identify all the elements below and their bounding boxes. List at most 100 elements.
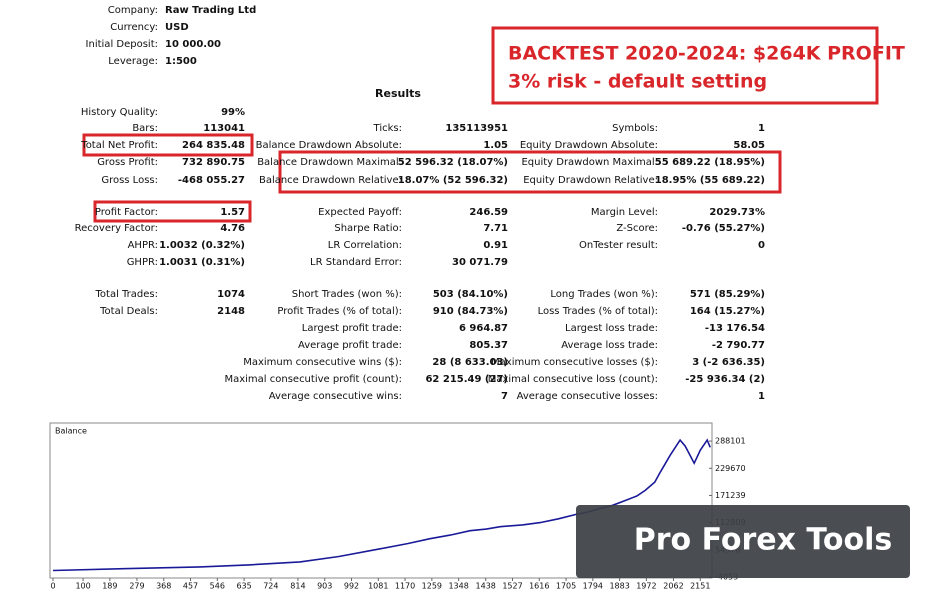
field-value: 7.71 bbox=[483, 223, 508, 234]
x-tick-label: 1348 bbox=[448, 582, 468, 591]
field-value: 2148 bbox=[217, 306, 245, 317]
field-value: 4.76 bbox=[220, 223, 245, 234]
field-value: 0.91 bbox=[483, 240, 508, 251]
field-label: LR Correlation: bbox=[328, 240, 402, 251]
field-label: Maximum consecutive losses ($): bbox=[491, 357, 658, 368]
field-label: Currency: bbox=[110, 22, 158, 33]
field-label: Bars: bbox=[132, 123, 158, 134]
field-label: Total Net Profit: bbox=[80, 140, 158, 151]
banner-line: BACKTEST 2020-2024: $264K PROFIT bbox=[508, 43, 905, 65]
field-label: Average profit trade: bbox=[298, 340, 402, 351]
x-tick-label: 1705 bbox=[556, 582, 576, 591]
field-value: 732 890.75 bbox=[182, 157, 245, 168]
balance-line bbox=[52, 438, 711, 572]
field-value: -2 790.77 bbox=[712, 340, 765, 351]
x-tick-label: 1259 bbox=[422, 582, 442, 591]
field-label: Total Trades: bbox=[95, 289, 159, 300]
field-value: 18.95% (55 689.22) bbox=[655, 175, 765, 186]
field-value: 62 215.49 (27) bbox=[425, 374, 508, 385]
y-tick-label: 171239 bbox=[715, 491, 746, 500]
field-value: 1.57 bbox=[220, 207, 245, 218]
field-label: Expected Payoff: bbox=[318, 207, 402, 218]
field-value: 1 bbox=[758, 123, 765, 134]
field-value: 52 596.32 (18.07%) bbox=[398, 157, 508, 168]
x-tick-label: 992 bbox=[344, 582, 359, 591]
field-label: Largest loss trade: bbox=[565, 323, 658, 334]
x-tick-label: 1794 bbox=[583, 582, 603, 591]
field-value: 7 bbox=[501, 391, 508, 402]
watermark: Pro Forex Tools bbox=[634, 523, 893, 558]
field-value: 135113951 bbox=[445, 123, 508, 134]
field-label: Balance Drawdown Relative: bbox=[259, 175, 402, 186]
field-label: Equity Drawdown Absolute: bbox=[520, 140, 658, 151]
x-tick-label: 279 bbox=[129, 582, 144, 591]
field-value: 246.59 bbox=[469, 207, 508, 218]
field-label: Equity Drawdown Relative: bbox=[523, 175, 658, 186]
field-value: 264 835.48 bbox=[182, 140, 245, 151]
results-title: Results bbox=[375, 87, 421, 100]
chart-title: Balance bbox=[55, 427, 87, 436]
field-value: 1.0032 (0.32%) bbox=[159, 240, 245, 251]
field-label: Largest profit trade: bbox=[302, 323, 402, 334]
field-label: Maximal consecutive loss (count): bbox=[488, 374, 658, 385]
field-value: 58.05 bbox=[733, 140, 765, 151]
field-value: USD bbox=[165, 22, 189, 33]
field-label: Short Trades (won %): bbox=[292, 289, 402, 300]
field-value: Raw Trading Ltd bbox=[165, 5, 256, 16]
x-tick-label: 1616 bbox=[529, 582, 549, 591]
x-tick-label: 189 bbox=[102, 582, 117, 591]
field-label: Margin Level: bbox=[591, 207, 658, 218]
x-tick-label: 100 bbox=[75, 582, 90, 591]
field-value: 55 689.22 (18.95%) bbox=[655, 157, 765, 168]
x-tick-label: 814 bbox=[290, 582, 305, 591]
field-value: 1 bbox=[758, 391, 765, 402]
watermark-box bbox=[576, 505, 910, 578]
field-label: Profit Trades (% of total): bbox=[277, 306, 402, 317]
field-label: Maximal consecutive profit (count): bbox=[224, 374, 402, 385]
field-value: 28 (8 633.03) bbox=[432, 357, 508, 368]
x-tick-label: 457 bbox=[183, 582, 198, 591]
x-tick-label: 2062 bbox=[663, 582, 683, 591]
field-value: -13 176.54 bbox=[705, 323, 765, 334]
field-label: Gross Loss: bbox=[101, 175, 158, 186]
field-label: Z-Score: bbox=[616, 223, 658, 234]
field-value: 2029.73% bbox=[709, 207, 765, 218]
x-tick-label: 546 bbox=[210, 582, 225, 591]
field-value: 113041 bbox=[203, 123, 245, 134]
field-label: Gross Profit: bbox=[97, 157, 158, 168]
field-label: Average consecutive losses: bbox=[517, 391, 658, 402]
field-value: 910 (84.73%) bbox=[433, 306, 508, 317]
field-value: 1.0031 (0.31%) bbox=[159, 257, 245, 268]
field-value: 1074 bbox=[217, 289, 245, 300]
field-label: Equity Drawdown Maximal: bbox=[521, 157, 658, 168]
field-label: Profit Factor: bbox=[95, 207, 158, 218]
field-label: Maximum consecutive wins ($): bbox=[243, 357, 402, 368]
field-value: 571 (85.29%) bbox=[690, 289, 765, 300]
field-value: 503 (84.10%) bbox=[433, 289, 508, 300]
field-label: Average loss trade: bbox=[561, 340, 658, 351]
field-label: Sharpe Ratio: bbox=[334, 223, 402, 234]
x-tick-label: 635 bbox=[236, 582, 251, 591]
field-label: Loss Trades (% of total): bbox=[538, 306, 658, 317]
highlight-box bbox=[82, 133, 254, 157]
x-tick-label: 724 bbox=[263, 582, 278, 591]
field-value: -25 936.34 (2) bbox=[685, 374, 765, 385]
field-label: Initial Deposit: bbox=[86, 39, 158, 50]
field-value: 18.07% (52 596.32) bbox=[398, 175, 508, 186]
x-tick-label: 1972 bbox=[636, 582, 656, 591]
x-tick-label: 1170 bbox=[395, 582, 415, 591]
field-label: Balance Drawdown Maximal: bbox=[257, 157, 402, 168]
field-value: -468 055.27 bbox=[178, 175, 245, 186]
field-value: 805.37 bbox=[469, 340, 508, 351]
field-label: History Quality: bbox=[81, 107, 158, 118]
field-value: 0 bbox=[758, 240, 765, 251]
field-label: GHPR: bbox=[127, 257, 158, 268]
field-label: OnTester result: bbox=[579, 240, 658, 251]
x-tick-label: 368 bbox=[156, 582, 171, 591]
field-value: -0.76 (55.27%) bbox=[682, 223, 765, 234]
banner-line: 3% risk - default setting bbox=[508, 71, 767, 93]
field-value: 30 071.79 bbox=[452, 257, 508, 268]
y-tick-label: 288101 bbox=[715, 437, 746, 446]
field-label: Long Trades (won %): bbox=[550, 289, 658, 300]
